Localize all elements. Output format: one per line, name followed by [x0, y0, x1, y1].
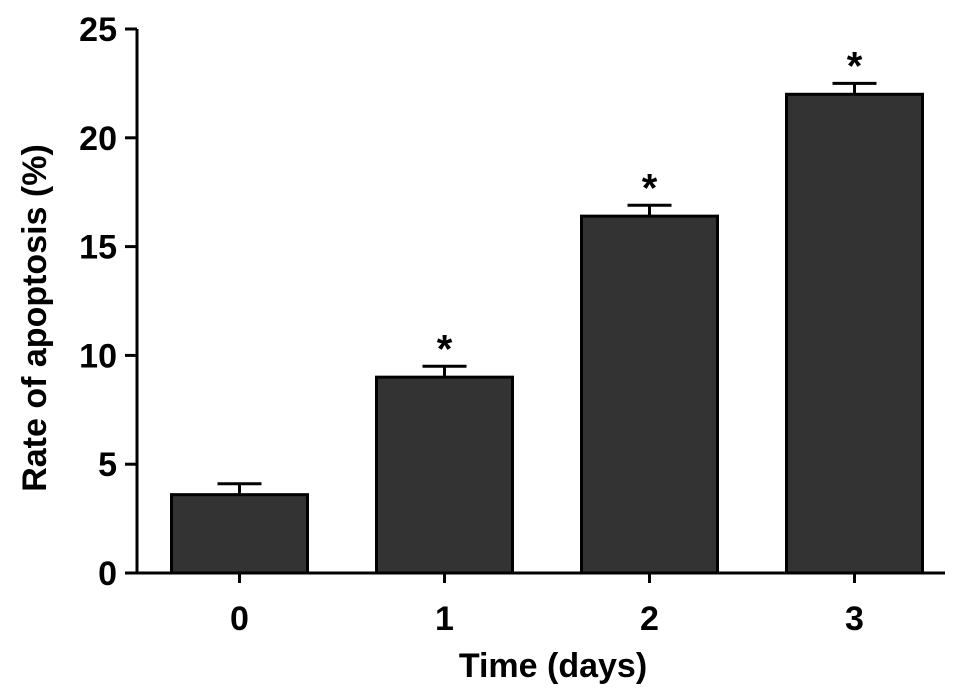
x-axis-title: Time (days) [459, 647, 647, 685]
significance-marks-layer: * * * [437, 44, 863, 371]
axes-layer [135, 29, 945, 575]
y-tick-label-25: 25 [79, 11, 117, 49]
bars-layer [170, 92, 924, 575]
y-tick-label-20: 20 [79, 120, 117, 158]
y-tick-label-15: 15 [79, 229, 117, 267]
error-bars-layer [217, 81, 877, 495]
x-ticks-layer: 0 1 2 3 [230, 573, 864, 638]
y-tick-label-0: 0 [98, 555, 117, 593]
significance-mark-2: * [642, 166, 658, 210]
bar-2 [580, 214, 719, 575]
bar-3 [785, 92, 924, 575]
y-ticks-layer: 0 5 10 15 20 25 [79, 11, 137, 593]
x-tick-label-2: 2 [640, 600, 659, 638]
bar-1 [375, 375, 514, 575]
x-tick-label-1: 1 [435, 600, 454, 638]
bar-0 [170, 493, 309, 575]
x-tick-label-3: 3 [845, 600, 864, 638]
y-axis-title: Rate of apoptosis (%) [16, 144, 54, 492]
significance-mark-3: * [847, 44, 863, 88]
x-tick-label-0: 0 [230, 600, 249, 638]
y-tick-label-10: 10 [79, 337, 117, 375]
y-tick-label-5: 5 [98, 446, 117, 484]
significance-mark-1: * [437, 327, 453, 371]
